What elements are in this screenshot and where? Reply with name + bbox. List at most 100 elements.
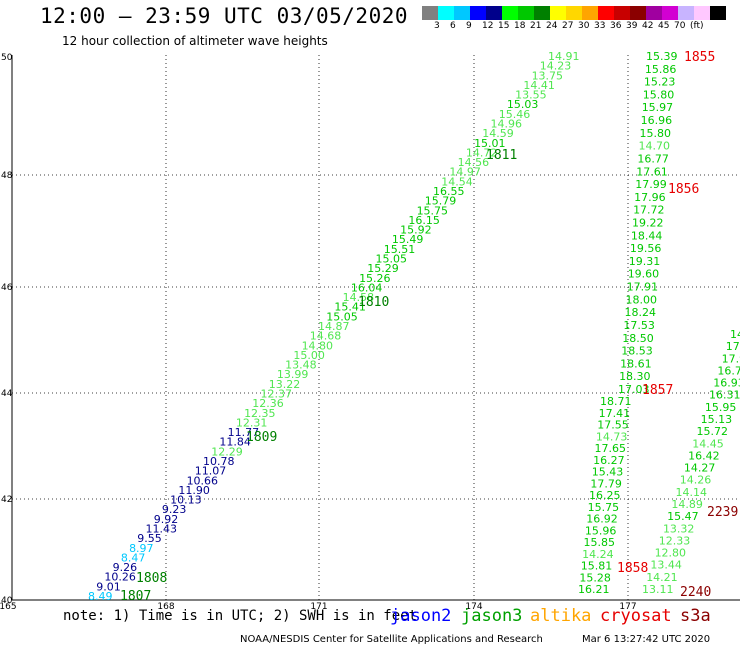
swh-value: 16.93 (713, 377, 740, 390)
swh-value: 8.47 (121, 551, 146, 564)
swh-value: 16.96 (641, 114, 673, 127)
swh-value: 16.42 (688, 449, 720, 462)
color-swatch (438, 6, 454, 20)
color-scale-label: 70 (674, 21, 686, 31)
lat-tick-label: 50 (1, 53, 13, 63)
color-swatch (422, 6, 438, 20)
swh-value: 15.80 (643, 88, 675, 101)
swh-value: 14.45 (692, 437, 724, 450)
swh-value: 9.01 (96, 580, 121, 593)
swh-value: 16.15 (408, 214, 440, 227)
swh-value: 17.91 (627, 281, 659, 294)
swh-value: 14 (730, 328, 740, 341)
swh-value: 14.87 (318, 320, 350, 333)
track-id-label: 1857 (642, 383, 673, 398)
track-id-label: 1809 (246, 430, 277, 445)
swh-value: 19.31 (629, 255, 661, 268)
swh-value: 14.56 (458, 156, 490, 169)
swh-value: 12.29 (211, 445, 243, 458)
swh-value: 15.85 (584, 536, 616, 549)
color-scale-label: 6 (450, 21, 456, 31)
track-id-label: 1807 (120, 589, 151, 604)
color-swatch (614, 6, 630, 20)
swh-value: 19.56 (630, 242, 662, 255)
color-scale-label: 12 (482, 21, 494, 31)
color-scale-label: 24 (546, 21, 558, 31)
swh-value: 17.55 (597, 419, 629, 432)
swh-value: 15.05 (326, 310, 358, 323)
legend-s3a: s3a (680, 606, 711, 626)
color-scale-label: 15 (498, 21, 510, 31)
swh-value: 19.60 (628, 268, 660, 281)
color-scale-label: 39 (626, 21, 638, 31)
swh-value: 15.81 (581, 560, 613, 573)
swh-value: 17.79 (590, 477, 622, 490)
swh-value: 12.33 (659, 534, 691, 547)
legend-cryosat: cryosat (600, 606, 672, 626)
swh-value: 17.9 (722, 352, 740, 365)
generated-timestamp: Mar 6 13:27:42 UTC 2020 (582, 634, 711, 645)
swh-value: 18.44 (631, 229, 663, 242)
swh-value: 14.58 (343, 291, 375, 304)
color-swatch (566, 6, 582, 20)
swh-value: 15.75 (417, 204, 449, 217)
swh-value: 14.23 (540, 60, 572, 73)
swh-value: 9.55 (137, 532, 162, 545)
swh-value: 14.70 (638, 140, 670, 153)
swh-value: 19.22 (632, 217, 664, 230)
swh-value: 11.84 (219, 436, 251, 449)
swh-value: 12.36 (252, 397, 283, 410)
swh-value: 14.72 (466, 146, 498, 159)
swh-value: 13.11 (642, 583, 674, 596)
swh-value: 15.96 (585, 524, 617, 537)
legend-jason3: jason3 (461, 606, 523, 626)
swh-value: 18.50 (622, 332, 654, 345)
swh-value: 15.46 (499, 108, 531, 121)
color-scale-label: 27 (562, 21, 574, 31)
page-subtitle: 12 hour collection of altimeter wave hei… (62, 34, 328, 48)
swh-value: 15.05 (376, 253, 408, 266)
footer-note: note: 1) Time is in UTC; 2) SWH is in fe… (63, 608, 418, 624)
swh-value: 11.77 (228, 426, 260, 439)
color-scale-label: (ft) (690, 21, 704, 31)
color-scale-label: 42 (642, 21, 654, 31)
swh-value: 10.66 (187, 474, 219, 487)
track-id-label: 2239 (707, 505, 738, 520)
color-swatch (662, 6, 678, 20)
swh-value: 18.53 (621, 345, 653, 358)
color-scale-label: 9 (466, 21, 472, 31)
swh-value: 15.03 (507, 98, 539, 111)
swh-value: 14.41 (523, 79, 555, 92)
swh-value: 11.90 (178, 484, 210, 497)
swh-value: 12.31 (236, 416, 268, 429)
page-title: 12:00 – 23:59 UTC 03/05/2020 (40, 4, 409, 28)
swh-value: 14.96 (491, 118, 523, 131)
color-swatch (550, 6, 566, 20)
swh-value: 10.13 (170, 494, 202, 507)
swh-value: 17.41 (599, 407, 631, 420)
swh-value: 16.92 (586, 513, 618, 526)
swh-value: 17.99 (635, 178, 667, 191)
lat-tick-label: 40 (1, 596, 13, 606)
swh-value: 15.39 (646, 50, 678, 63)
lat-tick-label: 44 (1, 389, 13, 399)
track-labels: 1807 1808 1809 1810 1811 1855 1856 1857 1858 2239… (120, 50, 738, 604)
track-id-label: 1810 (358, 295, 389, 310)
swh-value: 17.72 (633, 204, 665, 217)
swh-value: 15.97 (642, 101, 674, 114)
swh-value: 15.26 (359, 272, 391, 285)
swh-value: 16.31 (709, 389, 740, 402)
track-id-label: 1856 (668, 182, 699, 197)
swh-value: 15.43 (592, 466, 624, 479)
color-scale-label: 21 (530, 21, 542, 31)
swh-value: 10.78 (203, 455, 235, 468)
swh-value: 13.22 (269, 378, 301, 391)
color-swatch (694, 6, 710, 20)
swh-value: 14.73 (596, 430, 628, 443)
swh-value: 17.03 (618, 383, 650, 396)
swh-value: 14.26 (680, 474, 712, 487)
swh-value: 11.43 (146, 523, 178, 536)
swh-value: 18.30 (619, 370, 651, 383)
swh-value: 18.61 (620, 357, 652, 370)
